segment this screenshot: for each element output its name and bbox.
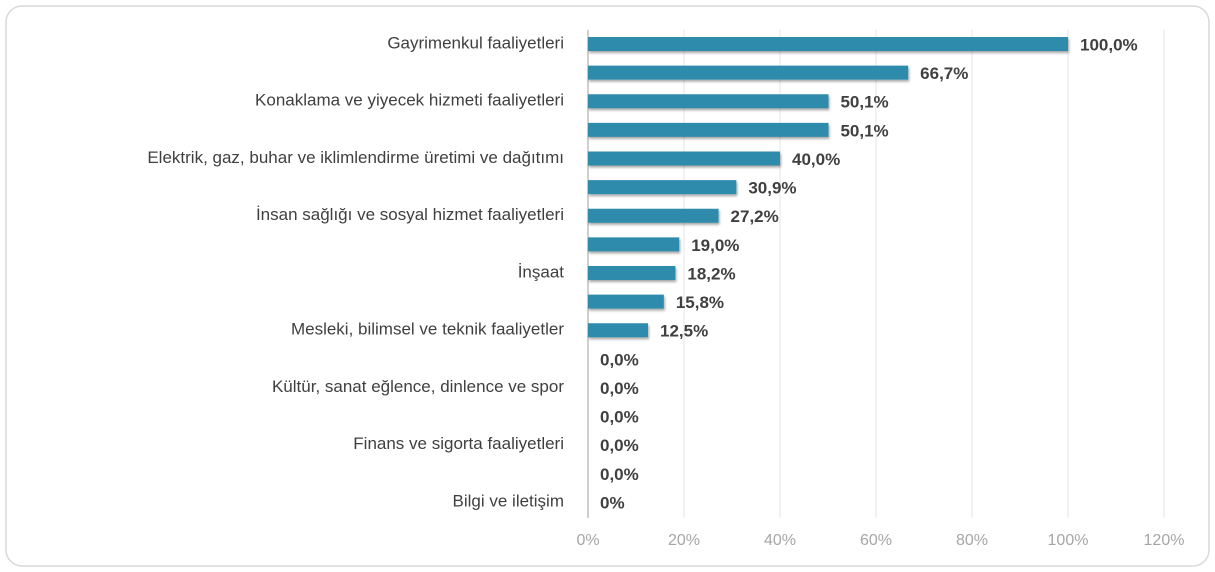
category-label: Kültür, sanat eğlence, dinlence ve spor — [272, 377, 564, 396]
chart-border — [5, 5, 1210, 567]
value-label: 66,7% — [920, 64, 968, 83]
value-label: 19,0% — [691, 236, 739, 255]
x-tick-label: 40% — [764, 532, 796, 549]
x-tick-label: 120% — [1144, 532, 1185, 549]
value-label: 50,1% — [840, 93, 888, 112]
bar — [588, 237, 680, 252]
value-label: 18,2% — [687, 264, 735, 283]
value-label: 100,0% — [1080, 35, 1138, 54]
bar — [588, 208, 719, 223]
value-label: 0,0% — [600, 436, 639, 455]
category-label: İnşaat — [518, 262, 565, 281]
bar — [588, 94, 829, 109]
bar — [588, 180, 737, 195]
value-label: 0,0% — [600, 350, 639, 369]
bar — [588, 65, 909, 80]
x-tick-label: 0% — [576, 532, 599, 549]
bar — [588, 266, 676, 280]
x-tick-label: 20% — [668, 532, 700, 549]
x-tick-label: 80% — [956, 532, 988, 549]
category-label: Bilgi ve iletişim — [453, 491, 564, 510]
value-label: 0% — [600, 493, 625, 512]
category-label: Konaklama ve yiyecek hizmeti faaliyetler… — [255, 91, 564, 110]
category-label: Elektrik, gaz, buhar ve iklimlendirme ür… — [147, 148, 564, 167]
value-label: 30,9% — [748, 179, 796, 198]
x-tick-label: 60% — [860, 532, 892, 549]
category-label: Mesleki, bilimsel ve teknik faaliyetler — [291, 320, 564, 339]
value-label: 12,5% — [660, 322, 708, 341]
value-label: 27,2% — [731, 207, 779, 226]
value-label: 40,0% — [792, 150, 840, 169]
value-label: 15,8% — [676, 293, 724, 312]
value-label: 50,1% — [840, 121, 888, 140]
value-label: 0,0% — [600, 408, 639, 427]
category-label: Finans ve sigorta faaliyetleri — [353, 434, 564, 453]
bar — [588, 122, 829, 137]
value-label: 0,0% — [600, 379, 639, 398]
category-label: İnsan sağlığı ve sosyal hizmet faaliyetl… — [256, 205, 564, 224]
bar — [588, 37, 1068, 51]
value-label: 0,0% — [600, 465, 639, 484]
bar — [588, 294, 664, 309]
bar — [588, 323, 648, 338]
bar — [588, 151, 780, 166]
x-tick-label: 100% — [1048, 532, 1089, 549]
category-label: Gayrimenkul faaliyetleri — [387, 33, 564, 52]
